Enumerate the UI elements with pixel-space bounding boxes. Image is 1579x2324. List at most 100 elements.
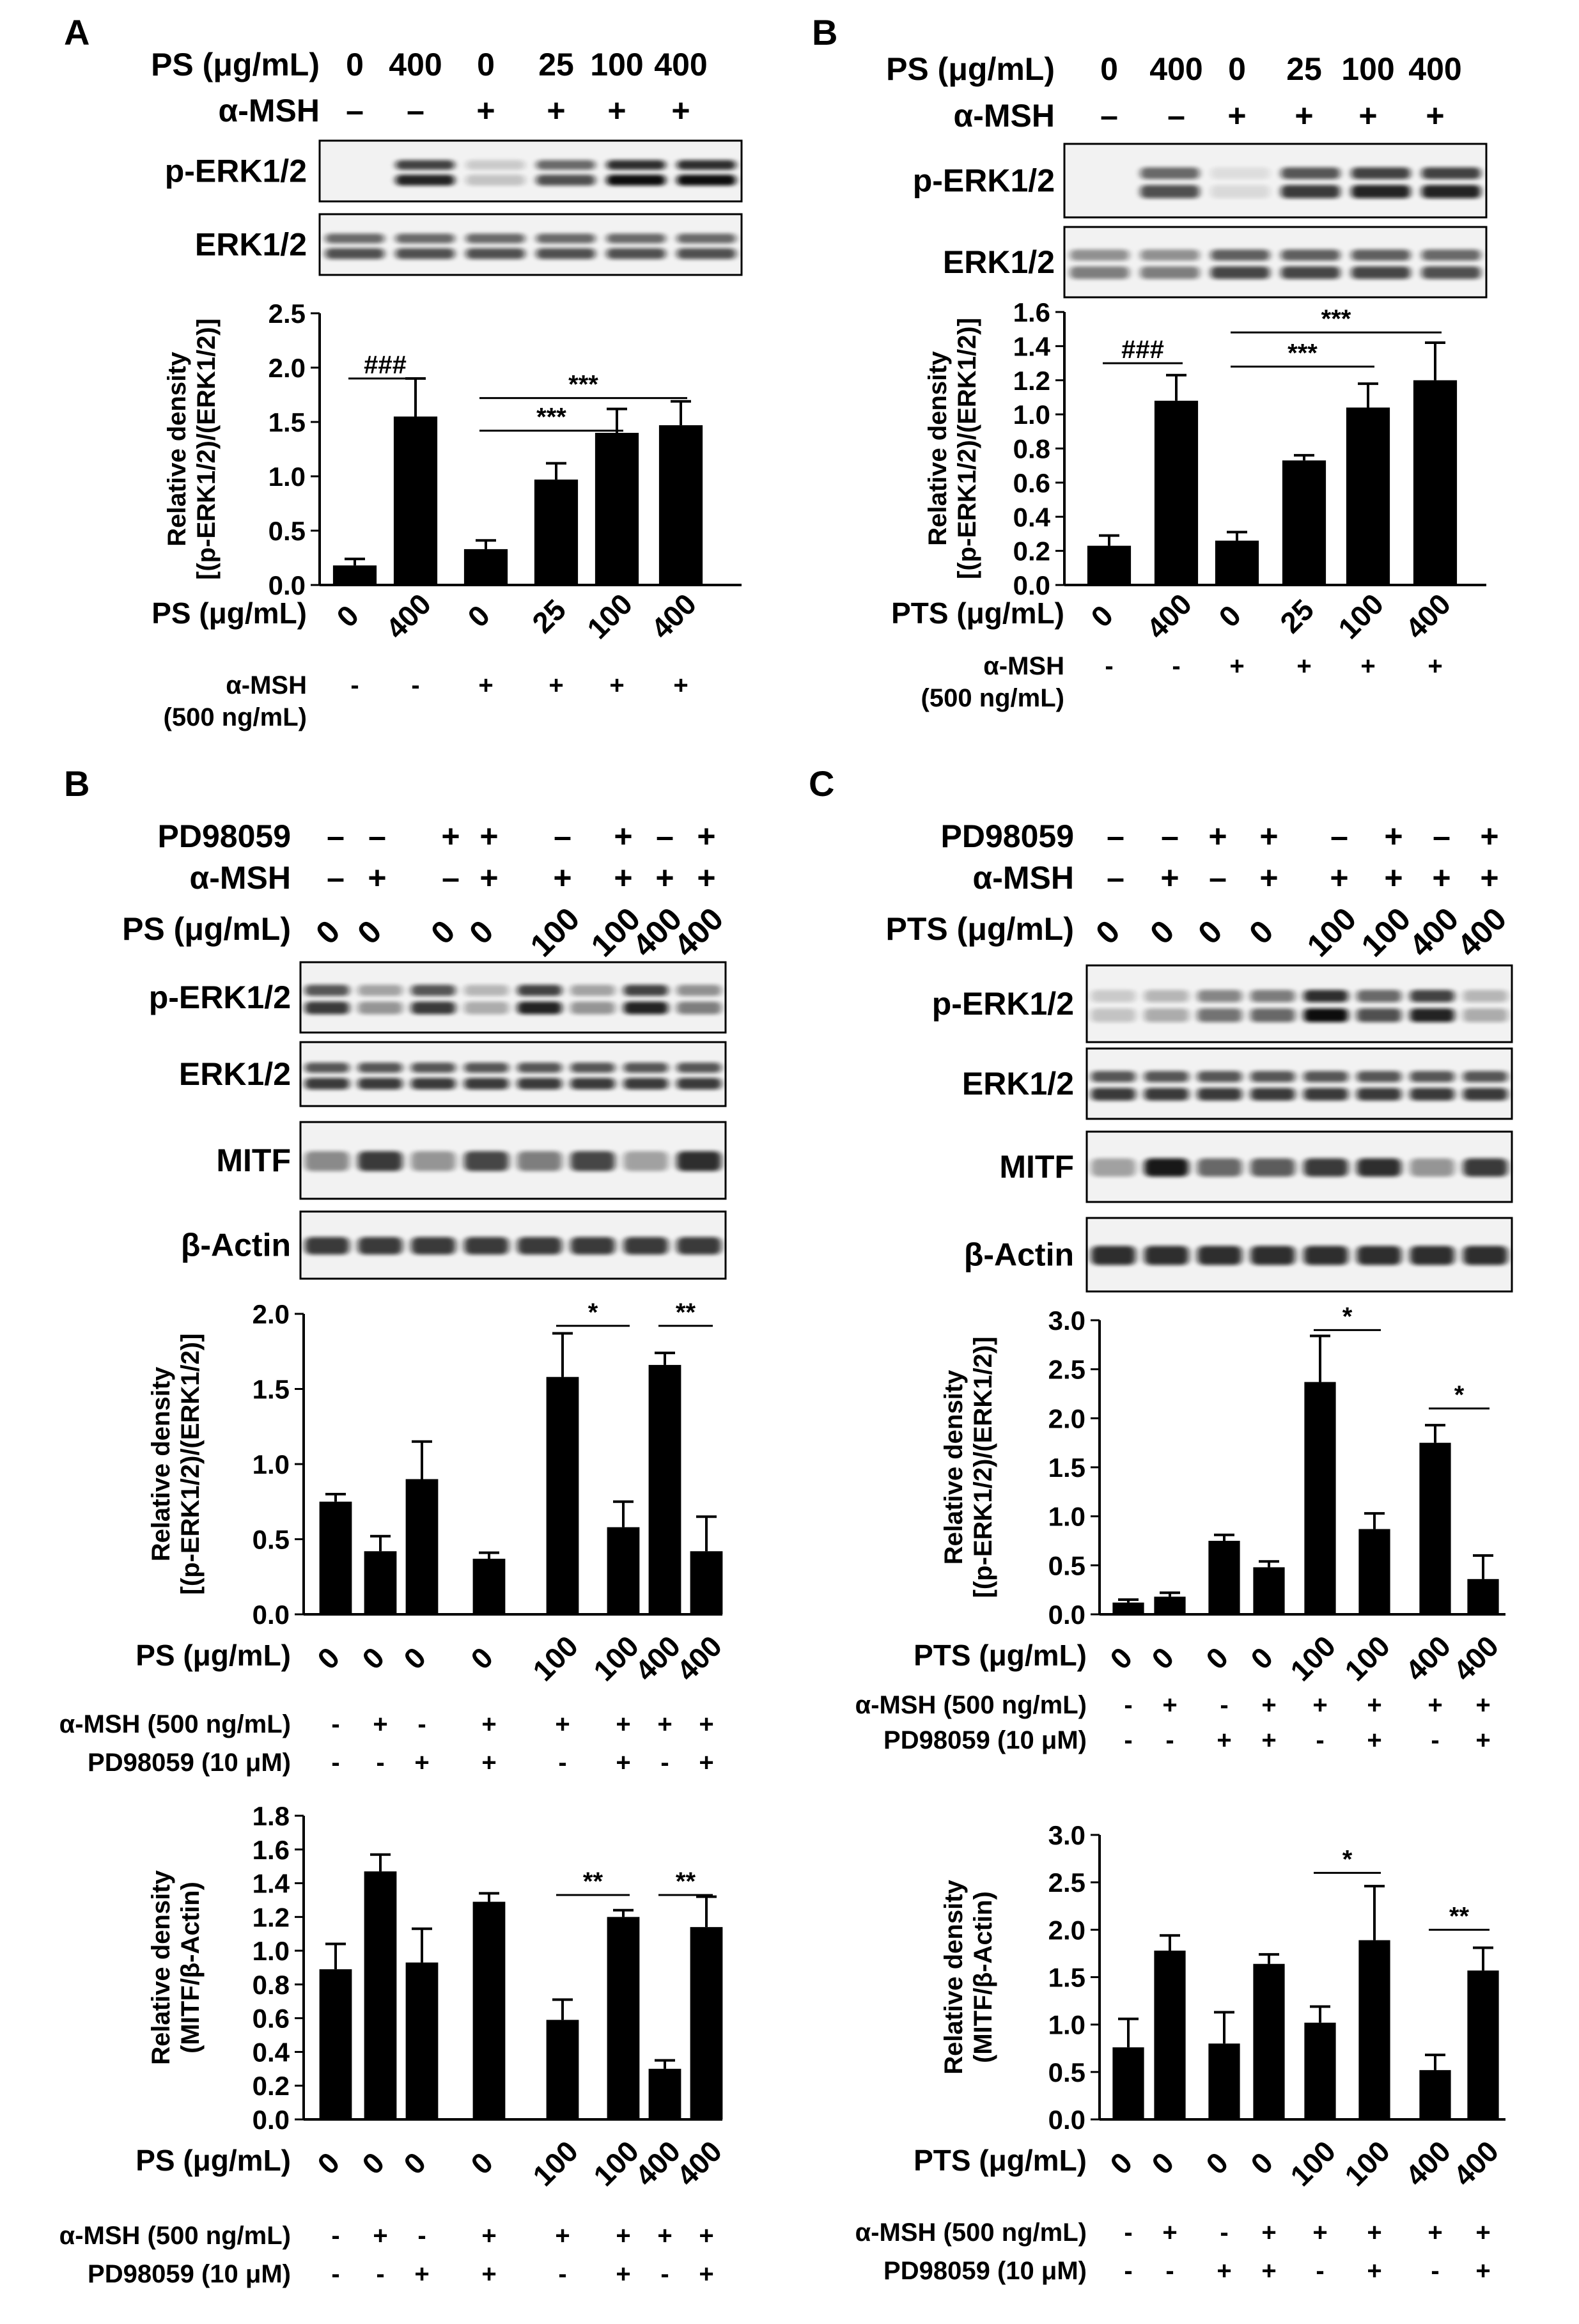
blot-band [1091, 1071, 1136, 1082]
blot-band [1351, 249, 1411, 261]
blot-band [536, 160, 596, 170]
blot-band [410, 1063, 456, 1073]
western-blot: PS (μg/mL) 0 400 0 25 100 400 α-MSH – – + + + + p-ERK1… [886, 51, 1488, 299]
blot-band [1250, 1158, 1295, 1177]
bar [546, 2020, 579, 2119]
blot-band [357, 1236, 403, 1255]
blot-header-value: – [327, 818, 345, 854]
x-row-value: + [673, 671, 688, 699]
blot-header-value: + [1259, 818, 1278, 854]
bar [472, 1901, 506, 2119]
blot-band [465, 160, 525, 170]
blot-band [357, 1078, 403, 1089]
blot-band-label: p-ERK1/2 [913, 163, 1055, 199]
blot-band [1280, 249, 1341, 261]
x-row-value: - [411, 671, 419, 699]
bar [1154, 1950, 1186, 2119]
blot-header-value: 0 [1089, 913, 1126, 951]
x-row-value: 0 [1199, 2146, 1234, 2181]
x-row-value: + [1162, 2219, 1177, 2247]
x-row-value: + [481, 2222, 496, 2250]
x-row-value: 100 [1284, 2134, 1342, 2192]
blot-header-value: + [697, 860, 715, 896]
y-tick-label: 0.0 [1013, 570, 1050, 600]
blot-band-label: MITF [999, 1149, 1074, 1185]
y-tick-label: 2.5 [1048, 1355, 1085, 1385]
blot-header-value: 400 [667, 901, 731, 964]
x-row-value: 400 [670, 2134, 728, 2192]
blot-band [464, 1078, 509, 1089]
bar-chart: 0.0 0.2 0.40.6 0.8 1.0 1.21.4 1.6 1.8 Relative d… [59, 1801, 729, 2288]
blot-band-label: ERK1/2 [943, 244, 1055, 280]
blot-header-label: PTS (μg/mL) [886, 911, 1074, 947]
bar [472, 1559, 506, 1614]
blot-band [1463, 1071, 1508, 1082]
x-row-value: - [1172, 652, 1180, 680]
x-row-value: 0 [1244, 2146, 1279, 2181]
x-row-sublabel: (500 ng/mL) [164, 703, 307, 731]
bar [319, 1969, 352, 2119]
blot-band [1091, 1008, 1136, 1022]
x-row-value: - [1124, 2219, 1132, 2247]
blot-band [1463, 1008, 1508, 1022]
blot-band [570, 1063, 616, 1073]
bar [1419, 2070, 1451, 2119]
blot-band [1303, 1008, 1348, 1022]
x-row-label: α-MSH [983, 652, 1064, 680]
blot-header-value: + [479, 860, 498, 896]
panel-label: A [64, 12, 89, 52]
blot-strip [318, 213, 743, 276]
x-row-label: PD98059 (10 μM) [883, 1726, 1087, 1754]
blot-band [676, 1236, 722, 1255]
blot-band [1280, 185, 1341, 199]
blot-band [1140, 185, 1200, 199]
blot-band [517, 985, 562, 996]
y-tick-label: 2.0 [1048, 1915, 1085, 1945]
blot-band [1410, 1008, 1455, 1022]
x-row-value: 0 [464, 1641, 499, 1676]
blot-band [325, 233, 385, 244]
blot-band [606, 160, 666, 170]
blot-band [1250, 1008, 1295, 1022]
x-row-label: PTS (μg/mL) [891, 597, 1064, 630]
x-row-value: 0 [397, 2146, 432, 2181]
x-row-value: 400 [1447, 1629, 1505, 1687]
bar-chart: 0.0 0.5 1.0 1.5 2.0 2.5 3.0 Relative density [(p… [855, 1302, 1505, 1754]
blot-band [304, 1236, 350, 1255]
x-row-value: + [1475, 2257, 1490, 2285]
blot-band [623, 1078, 669, 1089]
x-row-label: PS (μg/mL) [136, 1639, 291, 1672]
blot-header-value: – [1167, 98, 1185, 134]
blot-header-value: 25 [1286, 51, 1322, 87]
significance-mark: ** [1449, 1902, 1470, 1930]
y-axis-label: [(p-ERK1/2)/(ERK1/2)] [192, 318, 221, 580]
blot-band-label: β-Actin [181, 1228, 291, 1263]
blot-band [676, 248, 736, 260]
bar [364, 1551, 397, 1614]
x-row-value: + [1427, 652, 1442, 680]
x-row-value: + [481, 1710, 496, 1738]
x-row-value: 0 [1244, 1641, 1279, 1676]
blot-band [304, 1001, 350, 1015]
blot-header-value: + [607, 93, 626, 129]
blot-band [357, 985, 403, 996]
blot-header-value: 100 [524, 901, 587, 964]
x-row-value: 100 [1338, 2134, 1396, 2192]
x-row-value: + [609, 671, 624, 699]
blot-band [304, 1063, 350, 1073]
bar-chart: 0.0 0.5 1.0 1.5 2.0 2.5 3.0 Relative density (MI… [855, 1820, 1505, 2285]
blot-header-label: PD98059 [158, 818, 292, 854]
blot-header-value: 400 [654, 47, 707, 82]
x-row-value: + [1360, 652, 1375, 680]
bar [1358, 1940, 1390, 2119]
blot-band [1210, 249, 1270, 261]
x-row-label: PD98059 (10 μM) [883, 2257, 1087, 2285]
blot-header-value: 100 [1300, 901, 1364, 964]
y-tick-label: 0.4 [253, 2037, 290, 2067]
x-row-value: + [616, 2222, 630, 2250]
bar [1358, 1529, 1390, 1614]
bar [393, 416, 438, 585]
blot-band [517, 1236, 562, 1255]
x-row-value: - [1165, 2257, 1174, 2285]
x-row-value: - [331, 2260, 339, 2288]
